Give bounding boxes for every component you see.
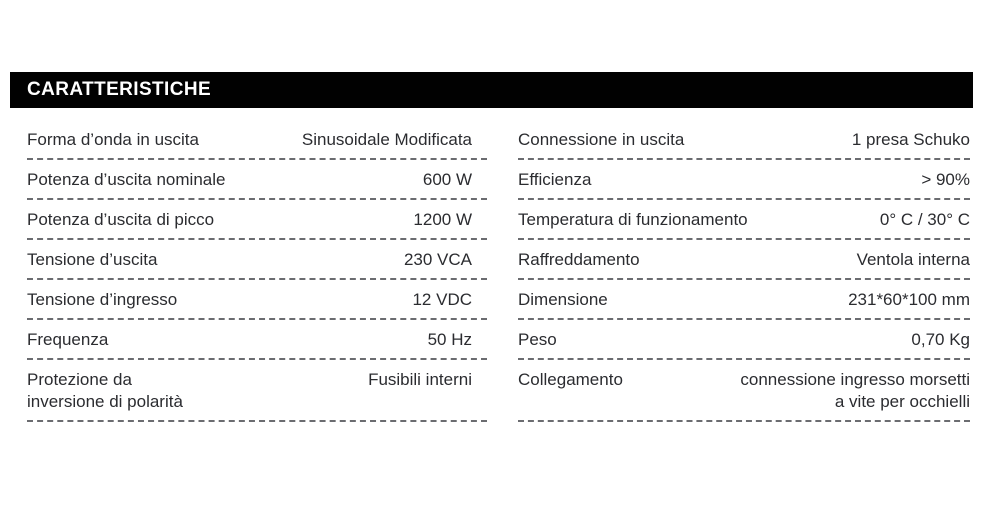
- spec-column-left: Forma d’onda in uscita Sinusoidale Modif…: [27, 120, 487, 422]
- spec-row: Peso 0,70 Kg: [518, 320, 970, 360]
- spec-value: connessione ingresso morsetti a vite per…: [740, 370, 970, 411]
- spec-value: 600 W: [422, 170, 472, 189]
- spec-row: Tensione d’ingresso 12 VDC: [27, 280, 487, 320]
- spec-label: Raffreddamento: [518, 250, 640, 269]
- spec-label: Forma d’onda in uscita: [27, 130, 199, 149]
- spec-label: Potenza d’uscita di picco: [27, 210, 215, 229]
- spec-row: Potenza d’uscita nominale 600 W: [27, 160, 487, 200]
- spec-value: 1 presa Schuko: [851, 130, 970, 149]
- spec-value: 50 Hz: [427, 330, 472, 349]
- spec-value: 0,70 Kg: [911, 330, 970, 349]
- spec-row: Frequenza 50 Hz: [27, 320, 487, 360]
- spec-row: Potenza d’uscita di picco 1200 W: [27, 200, 487, 240]
- spec-value: Sinusoidale Modificata: [301, 130, 472, 149]
- spec-row: Raffreddamento Ventola interna: [518, 240, 970, 280]
- spec-value: 0° C / 30° C: [879, 210, 970, 229]
- spec-table: Forma d’onda in uscita Sinusoidale Modif…: [27, 120, 970, 422]
- spec-label: Temperatura di funzionamento: [518, 210, 748, 229]
- spec-label: Protezione da inversione di polarità: [27, 370, 183, 411]
- spec-row: Forma d’onda in uscita Sinusoidale Modif…: [27, 120, 487, 160]
- section-header-bar: CARATTERISTICHE: [10, 72, 973, 108]
- spec-value: 231*60*100 mm: [848, 290, 970, 309]
- spec-value: > 90%: [921, 170, 970, 189]
- spec-value: 1200 W: [413, 210, 472, 229]
- spec-label: Efficienza: [518, 170, 592, 189]
- spec-label: Tensione d’ingresso: [27, 290, 178, 309]
- spec-value: 12 VDC: [412, 290, 472, 309]
- section-title: CARATTERISTICHE: [27, 79, 212, 100]
- spec-row: Dimensione 231*60*100 mm: [518, 280, 970, 320]
- spec-value: Fusibili interni: [368, 370, 472, 389]
- spec-label: Connessione in uscita: [518, 130, 685, 149]
- spec-column-right: Connessione in uscita 1 presa Schuko Eff…: [518, 120, 970, 422]
- spec-label: Peso: [518, 330, 557, 349]
- spec-row: Temperatura di funzionamento 0° C / 30° …: [518, 200, 970, 240]
- spec-value: 230 VCA: [403, 250, 472, 269]
- spec-label: Collegamento: [518, 370, 623, 389]
- spec-label: Frequenza: [27, 330, 109, 349]
- spec-value: Ventola interna: [856, 250, 970, 269]
- spec-row: Protezione da inversione di polarità Fus…: [27, 360, 487, 422]
- spec-row: Collegamento connessione ingresso morset…: [518, 360, 970, 422]
- spec-row: Connessione in uscita 1 presa Schuko: [518, 120, 970, 160]
- spec-label: Potenza d’uscita nominale: [27, 170, 226, 189]
- spec-label: Dimensione: [518, 290, 608, 309]
- spec-row: Tensione d’uscita 230 VCA: [27, 240, 487, 280]
- spec-label: Tensione d’uscita: [27, 250, 158, 269]
- spec-row: Efficienza > 90%: [518, 160, 970, 200]
